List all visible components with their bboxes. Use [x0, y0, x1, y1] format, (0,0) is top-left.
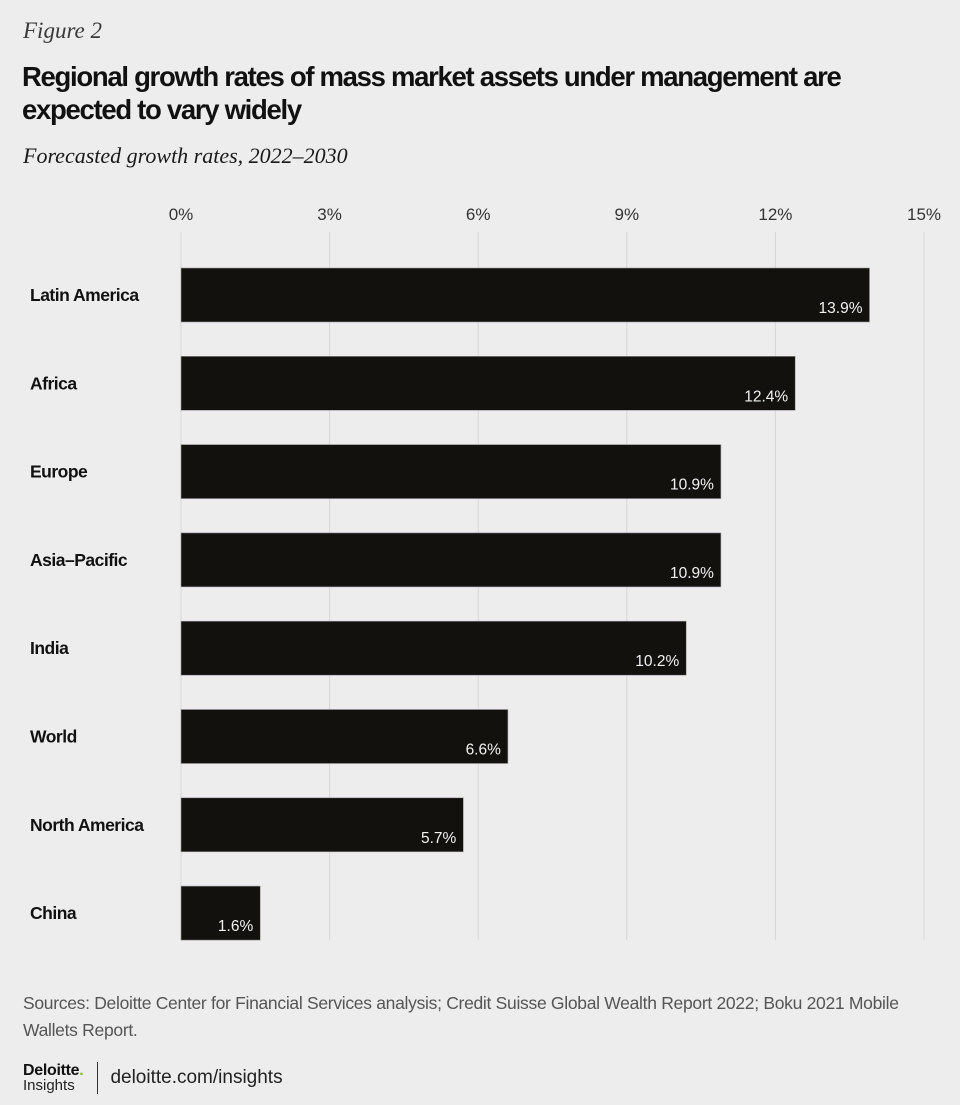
value-labels: 13.9% 12.4% 10.9% 10.9% 10.2% 6.6% 5.7% 1.6%	[218, 300, 863, 935]
x-tick-label: 15%	[907, 205, 941, 224]
sources-note: Sources: Deloitte Center for Financial S…	[23, 993, 899, 1040]
category-label: North America	[30, 815, 144, 835]
value-label: 5.7%	[421, 830, 457, 847]
bar	[180, 620, 687, 676]
category-label: China	[30, 903, 77, 923]
bars	[180, 267, 870, 941]
bar-chart: 0% 3% 6% 9% 12% 15% Latin America Africa Europe…	[30, 205, 941, 941]
category-label: India	[30, 638, 69, 658]
footer: Deloitte. Insights deloitte.com/insights	[23, 1062, 283, 1094]
logo-green-dot: .	[79, 1062, 84, 1079]
value-label: 10.9%	[670, 477, 714, 494]
x-tick-label: 3%	[317, 205, 342, 224]
category-label: Latin America	[30, 285, 139, 305]
chart-subtitle: Forecasted growth rates, 2022–2030	[23, 143, 348, 168]
figure-label: Figure 2	[23, 18, 102, 43]
chart-title: Regional growth rates of mass market ass…	[22, 61, 842, 125]
category-label: World	[30, 727, 77, 747]
value-label: 1.6%	[218, 918, 254, 935]
value-label: 10.9%	[670, 565, 714, 582]
logo-brand-text: Deloitte	[23, 1062, 80, 1079]
x-tick-label: 6%	[466, 205, 491, 224]
bar	[180, 797, 464, 853]
deloitte-insights-logo: Deloitte. Insights	[23, 1062, 84, 1094]
value-label: 6.6%	[466, 742, 502, 759]
category-label: Asia–Pacific	[30, 550, 128, 570]
category-label: Africa	[30, 373, 77, 393]
insights-link[interactable]: deloitte.com/insights	[110, 1067, 283, 1088]
x-tick-label: 0%	[169, 205, 194, 224]
x-tick-label: 9%	[615, 205, 640, 224]
bar	[180, 532, 722, 588]
x-axis-ticks: 0% 3% 6% 9% 12% 15%	[169, 205, 941, 224]
bar	[180, 356, 796, 411]
category-labels: Latin America Africa Europe Asia–Pacific Ind…	[30, 285, 145, 923]
value-label: 13.9%	[819, 300, 863, 317]
category-label: Europe	[30, 462, 88, 482]
bar	[180, 885, 261, 941]
value-label: 12.4%	[744, 388, 788, 405]
bar	[180, 444, 722, 499]
value-label: 10.2%	[635, 653, 679, 670]
bar	[180, 267, 870, 323]
bar	[180, 709, 509, 764]
x-tick-label: 12%	[758, 205, 792, 224]
logo-subtitle: Insights	[23, 1077, 75, 1094]
footer-divider	[97, 1062, 99, 1094]
logo-brand: Deloitte.	[23, 1062, 84, 1079]
